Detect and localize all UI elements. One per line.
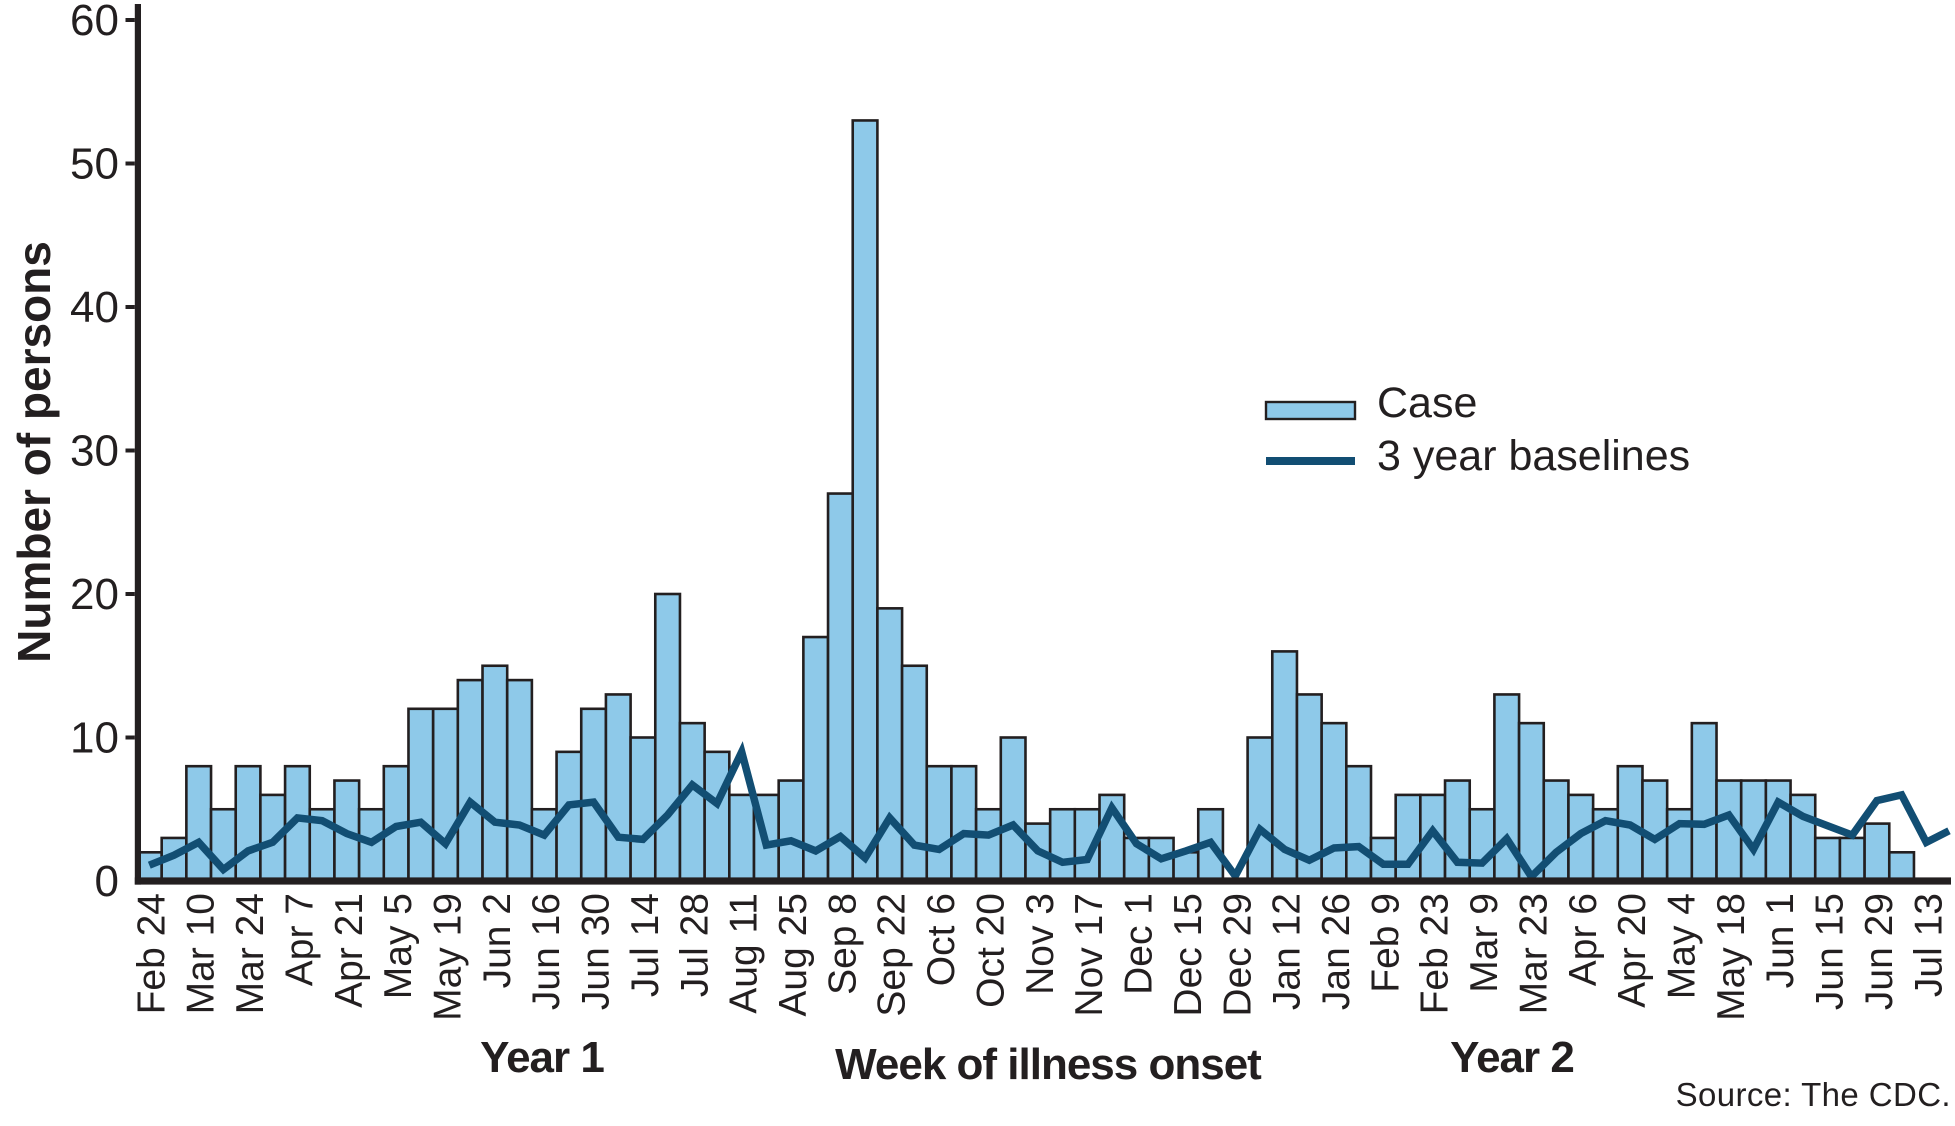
svg-text:Apr 6: Apr 6 xyxy=(1562,893,1605,986)
svg-text:Aug 11: Aug 11 xyxy=(723,893,766,1014)
svg-text:Feb 24: Feb 24 xyxy=(130,893,173,1014)
svg-text:Sep 22: Sep 22 xyxy=(871,893,914,1017)
svg-text:Dec 29: Dec 29 xyxy=(1216,893,1259,1017)
svg-text:50: 50 xyxy=(70,140,119,189)
svg-text:May 18: May 18 xyxy=(1710,893,1753,1021)
svg-text:Jun 1: Jun 1 xyxy=(1759,893,1802,988)
svg-text:Jun 30: Jun 30 xyxy=(575,893,618,1010)
svg-text:Jul 14: Jul 14 xyxy=(624,893,667,997)
svg-text:May 5: May 5 xyxy=(377,893,420,999)
svg-text:Jun 15: Jun 15 xyxy=(1809,893,1852,1010)
svg-text:Feb 23: Feb 23 xyxy=(1414,893,1457,1014)
svg-text:Mar 23: Mar 23 xyxy=(1512,893,1555,1014)
svg-text:Jun 29: Jun 29 xyxy=(1858,893,1901,1010)
svg-text:Nov 17: Nov 17 xyxy=(1068,893,1111,1017)
svg-text:Jul 13: Jul 13 xyxy=(1907,893,1950,997)
svg-text:Apr 7: Apr 7 xyxy=(278,893,321,986)
svg-text:Aug 25: Aug 25 xyxy=(772,893,815,1017)
svg-text:Jan 26: Jan 26 xyxy=(1315,893,1358,1010)
svg-text:Oct 6: Oct 6 xyxy=(920,893,963,986)
svg-text:Oct 20: Oct 20 xyxy=(970,893,1013,1008)
svg-text:0: 0 xyxy=(95,857,119,906)
svg-text:30: 30 xyxy=(70,427,119,476)
svg-text:20: 20 xyxy=(70,570,119,619)
svg-text:May 4: May 4 xyxy=(1661,893,1704,999)
svg-text:Jun 2: Jun 2 xyxy=(476,893,519,988)
svg-text:Feb 9: Feb 9 xyxy=(1364,893,1407,993)
svg-text:Year 2: Year 2 xyxy=(1450,1033,1574,1082)
svg-text:Year 1: Year 1 xyxy=(480,1033,604,1082)
svg-text:3 year baselines: 3 year baselines xyxy=(1377,432,1690,480)
svg-text:Mar 24: Mar 24 xyxy=(229,893,272,1014)
svg-text:Case: Case xyxy=(1377,379,1477,427)
svg-text:Jul 28: Jul 28 xyxy=(673,893,716,997)
svg-text:May 19: May 19 xyxy=(427,893,470,1021)
svg-text:Number of persons: Number of persons xyxy=(8,241,60,663)
svg-text:Mar 9: Mar 9 xyxy=(1463,893,1506,993)
svg-text:Jun 16: Jun 16 xyxy=(525,893,568,1010)
svg-text:Apr 20: Apr 20 xyxy=(1611,893,1654,1008)
svg-text:40: 40 xyxy=(70,283,119,332)
svg-text:Mar 10: Mar 10 xyxy=(180,893,223,1014)
svg-text:Jan 12: Jan 12 xyxy=(1266,893,1309,1010)
svg-text:10: 10 xyxy=(70,714,119,763)
svg-text:Dec 15: Dec 15 xyxy=(1167,893,1210,1017)
svg-text:Apr 21: Apr 21 xyxy=(328,893,371,1008)
svg-text:Source: The CDC.: Source: The CDC. xyxy=(1676,1076,1951,1113)
svg-text:Dec 1: Dec 1 xyxy=(1118,893,1161,995)
svg-text:Nov 3: Nov 3 xyxy=(1019,893,1062,995)
svg-text:Sep 8: Sep 8 xyxy=(821,893,864,995)
svg-text:Week of illness onset: Week of illness onset xyxy=(835,1040,1262,1089)
svg-text:60: 60 xyxy=(70,0,119,45)
